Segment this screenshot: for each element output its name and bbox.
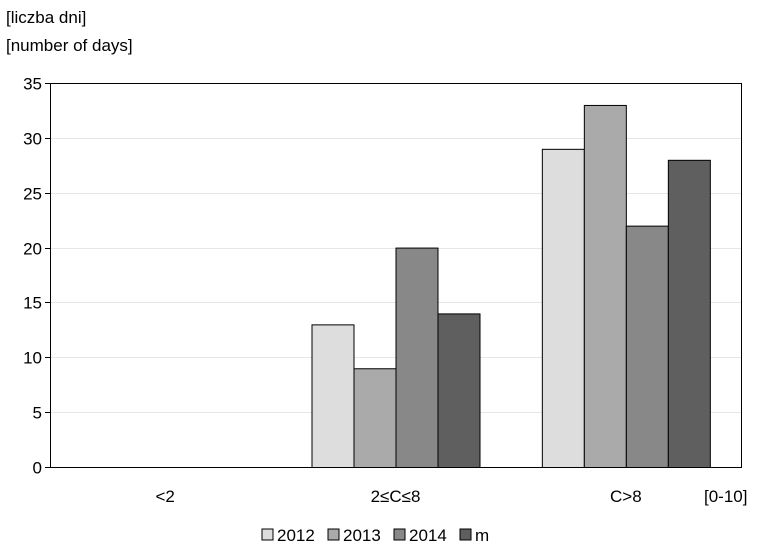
y-tick-label: 15 (23, 294, 42, 313)
x-tick-label: <2 (155, 487, 174, 506)
y-tick-label: 10 (23, 349, 42, 368)
y-axis-ticks: 0 5 10 15 20 25 30 35 (23, 75, 50, 478)
y-tick-label: 5 (33, 404, 42, 423)
x-tick-label: 2≤C≤8 (371, 487, 421, 506)
x-tick-label: C>8 (610, 487, 642, 506)
y-tick-label: 25 (23, 185, 42, 204)
x-axis-ticks: <2 2≤C≤8 C>8 (155, 487, 641, 506)
plot-area-frame (50, 83, 742, 468)
bar (353, 368, 397, 468)
legend-label: 2013 (343, 526, 381, 545)
bar (395, 247, 439, 468)
bars (311, 104, 711, 469)
bar (437, 313, 481, 468)
legend: 2012 2013 2014 m (261, 526, 489, 545)
y-tick-label: 35 (23, 75, 42, 94)
bar (667, 159, 711, 469)
y-axis-label: [liczba dni] [number of days] (6, 8, 133, 55)
legend-swatch (393, 528, 406, 541)
legend-swatch (459, 528, 472, 541)
bar (625, 225, 669, 468)
bar (583, 104, 627, 468)
bar (311, 324, 355, 468)
y-axis-label-line: [number of days] (6, 36, 133, 55)
legend-label: 2012 (277, 526, 315, 545)
bar (541, 148, 585, 468)
legend-label: 2014 (409, 526, 447, 545)
y-tick-label: 0 (33, 459, 42, 478)
legend-swatch (261, 528, 274, 541)
y-tick-label: 20 (23, 240, 42, 259)
legend-swatch (327, 528, 340, 541)
y-axis-label-line: [liczba dni] (6, 8, 86, 27)
legend-label: m (475, 526, 489, 545)
y-tick-label: 30 (23, 130, 42, 149)
x-axis-label: [0-10] (704, 487, 747, 506)
